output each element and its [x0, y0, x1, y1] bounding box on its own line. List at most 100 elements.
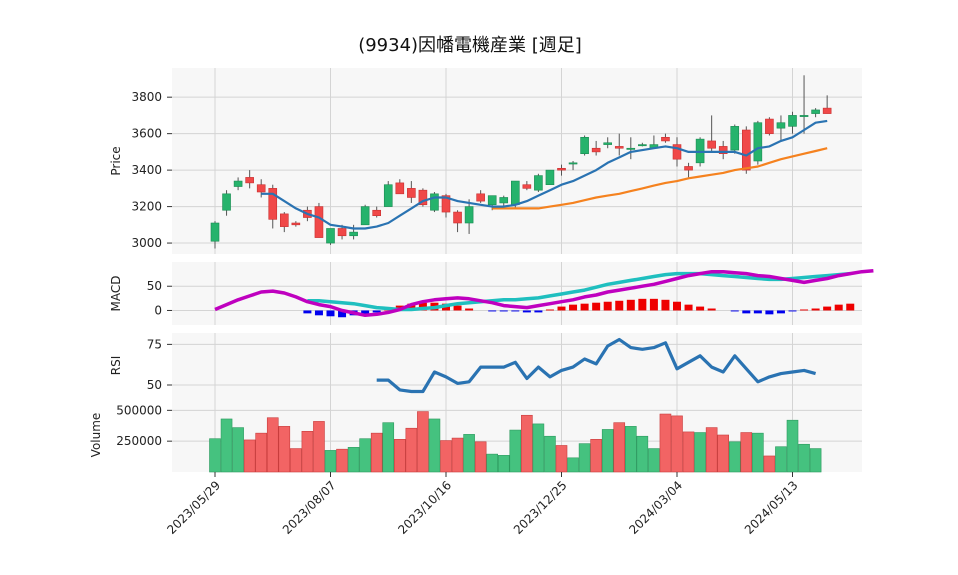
macd-hist-bar [661, 299, 670, 311]
volume-bar [290, 448, 302, 473]
candle-body [383, 184, 393, 207]
volume-ytick-label: 500000 [116, 403, 162, 417]
macd-hist-bar [580, 303, 589, 311]
volume-bar [567, 457, 579, 473]
macd-hist-bar [453, 305, 462, 311]
volume-bar [497, 455, 510, 473]
macd-hist-bar [626, 299, 635, 311]
candle-body [233, 180, 243, 187]
candle-body [718, 146, 728, 155]
volume-bar [347, 447, 360, 473]
volume-bar [624, 426, 637, 473]
volume-bar [359, 438, 371, 473]
macd-hist-bar [615, 300, 624, 311]
macd-hist-bar [372, 310, 381, 313]
macd-panel-bg [172, 262, 862, 325]
candle-body [765, 118, 774, 134]
volume-bar [232, 427, 244, 473]
volume-bar [463, 434, 475, 473]
macd-hist-bar [569, 304, 578, 311]
volume-ytick-label: 250000 [116, 434, 162, 448]
x-tick-label: 2024/05/13 [742, 478, 801, 537]
volume-bar [578, 443, 591, 473]
candle-body [811, 109, 820, 114]
macd-hist-bar [742, 310, 751, 314]
candle-body [684, 166, 693, 171]
rsi-ytick-label: 75 [147, 337, 162, 351]
candle-body [638, 144, 647, 147]
volume-bar [636, 435, 649, 473]
candle-body [372, 209, 382, 217]
volume-bar [451, 437, 464, 473]
candle-body [522, 184, 532, 189]
macd-hist-bar [511, 310, 520, 312]
macd-hist-bar [338, 310, 347, 318]
macd-hist-bar [557, 306, 566, 311]
candle-body [799, 115, 809, 117]
volume-bar [370, 432, 383, 473]
candle-body [279, 213, 289, 227]
macd-hist-bar [407, 303, 416, 311]
macd-hist-bar [800, 309, 809, 311]
x-tick-label: 2023/12/25 [511, 478, 570, 537]
candle-body [672, 144, 682, 160]
macd-hist-bar [834, 304, 843, 311]
candle-body [210, 222, 220, 242]
volume-bar [324, 450, 337, 473]
candle-body [314, 206, 324, 238]
volume-bar [336, 448, 348, 473]
volume-bar [417, 411, 429, 473]
candle-body [430, 193, 439, 211]
macd-hist-bar [696, 306, 705, 311]
price-ytick-label: 3000 [131, 236, 162, 250]
candle-body [349, 231, 358, 237]
candle-body [268, 188, 278, 220]
volume-bar [590, 439, 602, 473]
macd-ytick-label: 0 [154, 303, 162, 317]
macd-line [214, 268, 874, 318]
volume-bar [544, 435, 556, 473]
volume-bar [209, 438, 221, 473]
candle-body [418, 189, 428, 206]
volume-bar [682, 431, 695, 473]
macd-hist-bar [418, 302, 427, 311]
rsi-line [376, 337, 817, 394]
macd-hist-bar [314, 310, 323, 316]
x-tick-label: 2023/10/16 [395, 478, 454, 537]
rsi-ytick-label: 50 [147, 378, 162, 392]
volume-bar [798, 443, 810, 473]
candle-body [788, 115, 797, 127]
macd-hist-bar [534, 310, 543, 313]
candle-body [580, 136, 589, 155]
volume-ylabel: Volume [89, 413, 103, 458]
x-tick-label: 2023/08/07 [280, 478, 339, 537]
volume-bar [405, 427, 418, 473]
candle-body [337, 228, 347, 237]
macd-hist-bar [730, 310, 739, 312]
candle-body [822, 107, 832, 114]
candle-body [545, 169, 555, 186]
price-ytick-label: 3200 [131, 200, 162, 214]
volume-bar [278, 426, 291, 473]
candle-body [476, 193, 485, 202]
candle-body [730, 126, 740, 151]
volume-bar [474, 441, 487, 473]
macd-hist-bar [488, 310, 497, 312]
macd-ylabel: MACD [109, 276, 123, 312]
chart-title: (9934)因幡電機産業 [週足] [358, 35, 582, 56]
candle-body [661, 136, 670, 142]
volume-bar [648, 448, 660, 473]
macd-hist-bar [707, 308, 716, 311]
x-tick-label: 2024/03/04 [626, 478, 685, 537]
macd-hist-bar [811, 308, 820, 311]
candle-body [510, 180, 520, 206]
candle-body [360, 206, 370, 226]
candle-body [464, 206, 474, 224]
volume-bar [555, 445, 568, 473]
candle-body [441, 195, 451, 213]
macd-hist-bar [765, 310, 774, 315]
macd-hist-bar [603, 301, 612, 311]
candle-body [256, 184, 266, 193]
macd-hist-bar [638, 298, 647, 311]
